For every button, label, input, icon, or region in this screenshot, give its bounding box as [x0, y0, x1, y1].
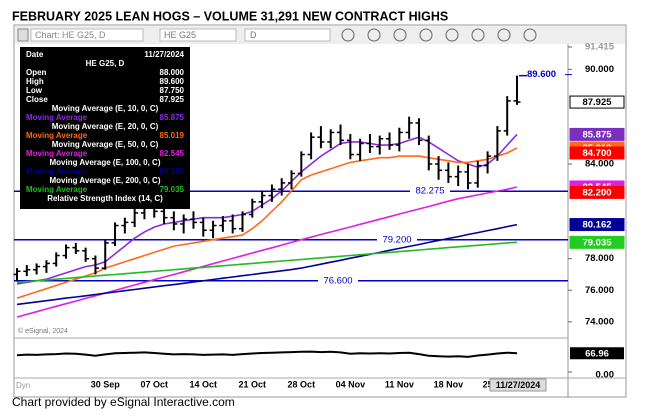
tooltip-value: 89.600 [160, 77, 185, 86]
price-tag [569, 185, 625, 199]
level-label-bg [377, 233, 417, 246]
level-label: 82.275 [415, 186, 444, 197]
x-tick-label: 28 Oct [288, 379, 316, 389]
tooltip: Date 11/27/2024 HE G25, D Open 88.000 High 89.… [20, 47, 190, 209]
tooltip-ma-name: Moving Average (E, 50, 0, C) [52, 140, 159, 149]
price-tag-label: 82.200 [582, 187, 611, 198]
tooltip-value: 87.925 [160, 95, 185, 104]
price-tag-label: 80.162 [582, 220, 611, 231]
moving-average-line [16, 241, 518, 284]
tooltip-ma-value: 80.162 [160, 167, 185, 176]
y-tick-label: 74.000 [585, 316, 614, 327]
rsi-tag [570, 347, 624, 360]
tooltip-ma-label: Moving Average [26, 185, 88, 194]
chart-field[interactable] [30, 28, 144, 42]
price-tag [569, 127, 625, 141]
tooltip-bg [20, 47, 190, 209]
toolbar-icon[interactable] [17, 28, 29, 42]
tooltip-ma-label: Moving Average [26, 113, 88, 122]
cursor-date: 11/27/2024 [496, 380, 541, 390]
caption: Chart provided by eSignal Interactive.co… [12, 395, 235, 409]
tooltip-ma-value: 85.019 [160, 131, 185, 140]
moving-average-line [16, 147, 518, 299]
tooltip-value: 88.000 [160, 68, 185, 77]
copyright: © eSignal, 2024 [18, 327, 68, 335]
tooltip-ma-name: Moving Average (E, 100, 0, C) [50, 158, 161, 167]
level-label-bg [410, 185, 450, 198]
tooltip-ma-label: Moving Average [26, 131, 88, 140]
x-tick-label: 11 Nov [385, 379, 414, 389]
x-tick-label: 30 Sep [91, 379, 121, 389]
chart-field-text: Chart: HE G25, D [35, 30, 106, 40]
tooltip-ma-name: Moving Average (E, 200, 0, C) [50, 176, 161, 185]
y-tick-label: 84.000 [585, 159, 614, 170]
x-tick-label: 18 Nov [434, 379, 464, 389]
interval-field[interactable] [244, 28, 331, 42]
moving-average-line [16, 223, 518, 306]
x-tick-label: 21 Oct [239, 379, 267, 389]
x-tick-label: 07 Oct [140, 379, 168, 389]
tooltip-date: 11/27/2024 [144, 50, 184, 59]
tooltip-ma-value: 82.545 [160, 149, 185, 158]
tooltip-rsi-name: Relative Strength Index (14, C) [47, 194, 163, 203]
y-tick-label: 76.000 [585, 285, 614, 296]
tooltip-ma-label: Moving Average [26, 149, 88, 158]
price-tag [569, 95, 625, 109]
tooltip-field: High [26, 77, 44, 86]
rsi-tag-label: 66.96 [585, 348, 609, 359]
tooltip-ma-value: 79.035 [160, 185, 185, 194]
price-tag-label: 84.700 [582, 148, 611, 159]
price-tag-label: 85.875 [582, 129, 612, 140]
tooltip-ma-label: Moving Average [26, 167, 88, 176]
y-tick-label: 78.000 [585, 253, 614, 264]
tooltip-value: 87.750 [160, 86, 185, 95]
tooltip-symbol: HE G25, D [86, 59, 125, 68]
cursor-date-box [489, 378, 547, 392]
price-tag-label: 87.925 [582, 97, 612, 108]
dyn-label: Dyn [16, 381, 30, 390]
level-label: 76.600 [323, 275, 352, 286]
price-tag [569, 218, 625, 232]
y-tick-label: 91.415 [585, 42, 615, 53]
tooltip-ma-name: Moving Average (E, 10, 0, C) [52, 104, 159, 113]
x-tick-label: 04 Nov [336, 379, 366, 389]
tooltip-field: Close [26, 95, 48, 104]
tooltip-ma-name: Moving Average (E, 20, 0, C) [52, 122, 159, 131]
toolbar-icons[interactable] [341, 28, 537, 42]
rsi-tick-label: 0.00 [596, 370, 615, 381]
price-tag-label: 79.035 [582, 237, 612, 248]
tooltip-date-label: Date [26, 50, 44, 59]
symbol-field[interactable] [159, 28, 237, 42]
price-tag [569, 235, 625, 249]
rsi-line [16, 350, 518, 358]
moving-average-line [16, 133, 518, 285]
tooltip-ma-value: 85.875 [160, 113, 185, 122]
high-marker-label: 89.600 [527, 69, 556, 80]
interval-text: D [250, 30, 257, 40]
tooltip-field: Open [26, 68, 47, 77]
symbol-text: HE G25 [164, 30, 196, 40]
title: FEBRUARY 2025 LEAN HOGS – VOLUME 31,291 … [12, 9, 448, 23]
level-label-bg [318, 274, 358, 287]
y-tick-label: 90.000 [585, 64, 614, 75]
level-label: 79.200 [382, 234, 411, 245]
x-tick-label: 14 Oct [190, 379, 218, 389]
tooltip-field: Low [26, 86, 43, 95]
price-tag [569, 146, 625, 160]
